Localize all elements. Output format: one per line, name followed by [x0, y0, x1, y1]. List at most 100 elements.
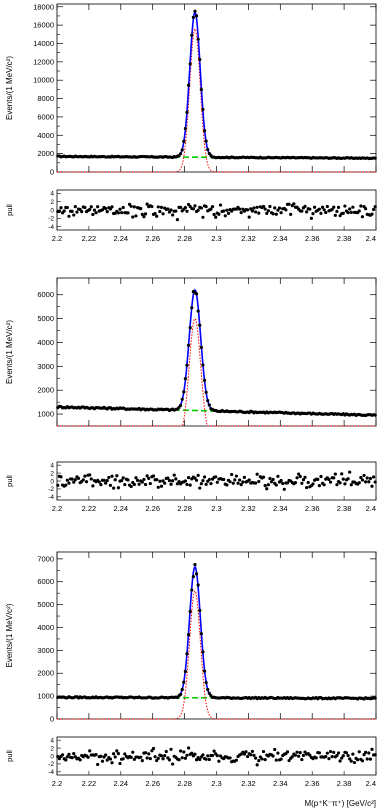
pull-point — [129, 484, 133, 489]
pull-point — [287, 758, 291, 763]
total-fit-curve — [56, 288, 377, 417]
y-tick-label: 6000 — [37, 577, 54, 586]
y-tick-label: 18000 — [33, 2, 54, 11]
pull-point — [202, 475, 207, 479]
pull-point — [163, 481, 167, 485]
pull-point — [238, 478, 242, 482]
pull-point — [89, 477, 93, 481]
pull-point — [268, 204, 272, 209]
y-tick-label: 4000 — [37, 338, 54, 347]
pull-point — [316, 477, 320, 481]
pull-point — [67, 214, 71, 218]
pull-point — [335, 209, 339, 213]
x-tick-label: 2.2 — [52, 234, 62, 243]
pull-point — [105, 478, 109, 483]
pull-point — [177, 480, 181, 484]
data-point — [196, 583, 200, 587]
pull-point — [357, 481, 361, 485]
pull-point — [285, 481, 290, 485]
pull-point — [123, 482, 127, 487]
pull-point — [99, 483, 103, 487]
pull-y-tick-label: 0 — [50, 478, 54, 485]
pull-point — [297, 754, 301, 758]
pull-point — [115, 474, 119, 478]
y-tick-label: 2000 — [37, 669, 54, 678]
pull-point — [190, 751, 194, 755]
pull-point — [293, 753, 298, 757]
pull-point — [108, 483, 113, 487]
pull-point — [215, 754, 219, 758]
pull-point — [246, 208, 250, 212]
pull-point — [287, 202, 291, 206]
pull-point — [338, 759, 342, 763]
pull-point — [228, 480, 232, 484]
pull-point — [336, 751, 341, 755]
plot-frame — [56, 277, 377, 427]
y-tick-label: 6000 — [37, 290, 54, 299]
data-point — [185, 110, 189, 114]
pull-point — [276, 751, 280, 755]
pull-point — [73, 205, 77, 209]
pull-point — [161, 479, 165, 483]
pull-point — [328, 749, 333, 754]
pull-point — [65, 205, 69, 210]
pull-point — [153, 211, 157, 216]
pull-point — [319, 474, 323, 479]
pull-point — [343, 482, 347, 486]
pull-point — [104, 481, 108, 485]
pull-y-tick-label: 2 — [50, 199, 54, 206]
signal-fit-curve — [57, 589, 376, 720]
pull-point — [134, 214, 138, 218]
pull-point — [174, 477, 178, 481]
data-point — [206, 148, 210, 152]
pull-point — [298, 751, 302, 755]
y-tick-label: 0 — [50, 715, 54, 724]
pull-point — [175, 218, 180, 222]
pull-point — [89, 205, 93, 209]
pull-point — [346, 477, 350, 481]
pull-point — [172, 473, 176, 477]
y-tick-label: 12000 — [33, 57, 54, 66]
pull-point — [265, 487, 269, 491]
y-tick-label: 4000 — [37, 131, 54, 140]
data-point — [204, 681, 208, 685]
pull-point — [161, 757, 165, 761]
data-point — [186, 633, 191, 637]
pull-point — [217, 759, 221, 763]
pull-point — [373, 753, 377, 757]
y-tick-label: 3000 — [37, 646, 54, 655]
pull-point — [84, 480, 89, 484]
data-point — [191, 15, 195, 19]
pull-point — [139, 207, 143, 211]
x-tick-label: 2.38 — [337, 779, 352, 788]
pull-point — [91, 212, 95, 217]
x-tick-label: 2.2 — [52, 504, 62, 513]
pull-point — [156, 756, 160, 760]
pull-point — [64, 483, 68, 487]
pull-point — [134, 476, 138, 480]
x-tick-label: 2.36 — [305, 504, 320, 513]
pull-point — [150, 749, 154, 753]
pull-point — [255, 472, 259, 476]
data-point — [179, 152, 183, 156]
x-tick-label: 2.4 — [366, 234, 376, 243]
pull-point — [274, 212, 278, 216]
pull-y-tick-label: 4 — [50, 462, 54, 469]
pull-point — [193, 204, 197, 208]
pull-point — [365, 476, 369, 480]
pull-point — [215, 480, 219, 484]
pull-point — [92, 208, 97, 212]
pull-y-tick-label: -2 — [48, 486, 54, 493]
pull-point — [145, 756, 149, 760]
y-tick-label: 10000 — [33, 76, 54, 85]
data-point — [179, 692, 183, 697]
pull-point — [242, 475, 247, 479]
pull-point — [72, 213, 76, 217]
pull-point — [131, 215, 135, 219]
pull-point — [300, 481, 304, 485]
data-point — [199, 88, 203, 92]
pull-point — [96, 205, 100, 209]
pull-point — [113, 755, 117, 759]
pull-point — [166, 207, 170, 211]
pull-point — [94, 753, 98, 757]
